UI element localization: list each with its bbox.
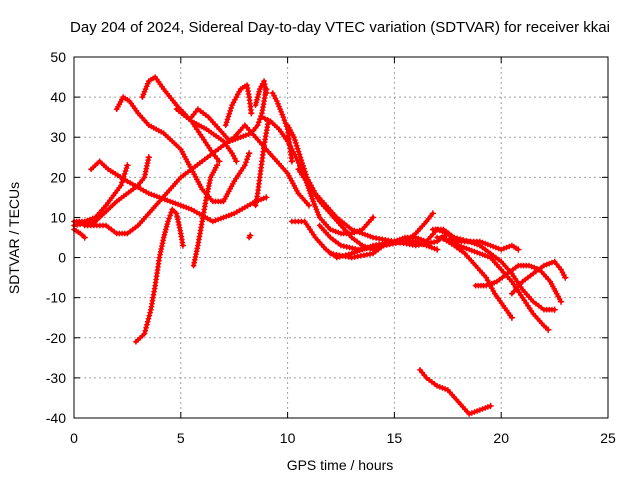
series-s16 [284,122,419,245]
series-s28 [246,232,254,241]
series-s3 [88,158,270,225]
x-tick-label: 25 [600,430,616,446]
series-s10 [190,162,221,269]
x-tick-label: 0 [70,430,78,446]
series-s8 [173,106,240,165]
series-s25 [509,258,569,297]
y-tick-label: -40 [46,410,66,426]
chart-title: Day 204 of 2024, Sidereal Day-to-day VTE… [70,19,610,36]
y-tick-label: 0 [58,250,66,266]
series-line-s4 [72,155,151,228]
y-tick-label: -20 [46,330,66,346]
y-tick-label: 30 [50,129,66,145]
series-s27 [252,117,272,209]
series-s23 [434,234,522,253]
x-tick-label: 10 [280,430,296,446]
series-layer [71,74,569,417]
series-s24 [472,262,565,305]
series-s4 [71,154,152,229]
series-s12 [222,82,255,128]
series-s9 [133,206,187,345]
series-s15 [259,114,377,237]
series-s13 [252,78,270,108]
series-s26 [417,367,494,417]
x-tick-label: 20 [493,430,509,446]
y-tick-label: 40 [50,89,66,105]
y-tick-label: -10 [46,290,66,306]
y-tick-label: 20 [50,169,66,185]
x-tick-label: 5 [177,430,185,446]
x-axis-label: GPS time / hours [287,457,394,473]
y-tick-label: 50 [50,49,66,65]
y-tick-label: -30 [46,370,66,386]
ticks: 0 5 10 15 20 25 -40 -30 -20 -10 0 10 20 30 40 50 [46,49,616,446]
plot-frame [73,56,609,419]
x-tick-label: 15 [387,430,403,446]
y-axis-label: SDTVAR / TECUs [6,182,22,294]
series-line-s9 [134,207,185,344]
series-line-s15 [260,115,375,236]
y-tick-label: 10 [50,209,66,225]
grid [74,57,608,418]
